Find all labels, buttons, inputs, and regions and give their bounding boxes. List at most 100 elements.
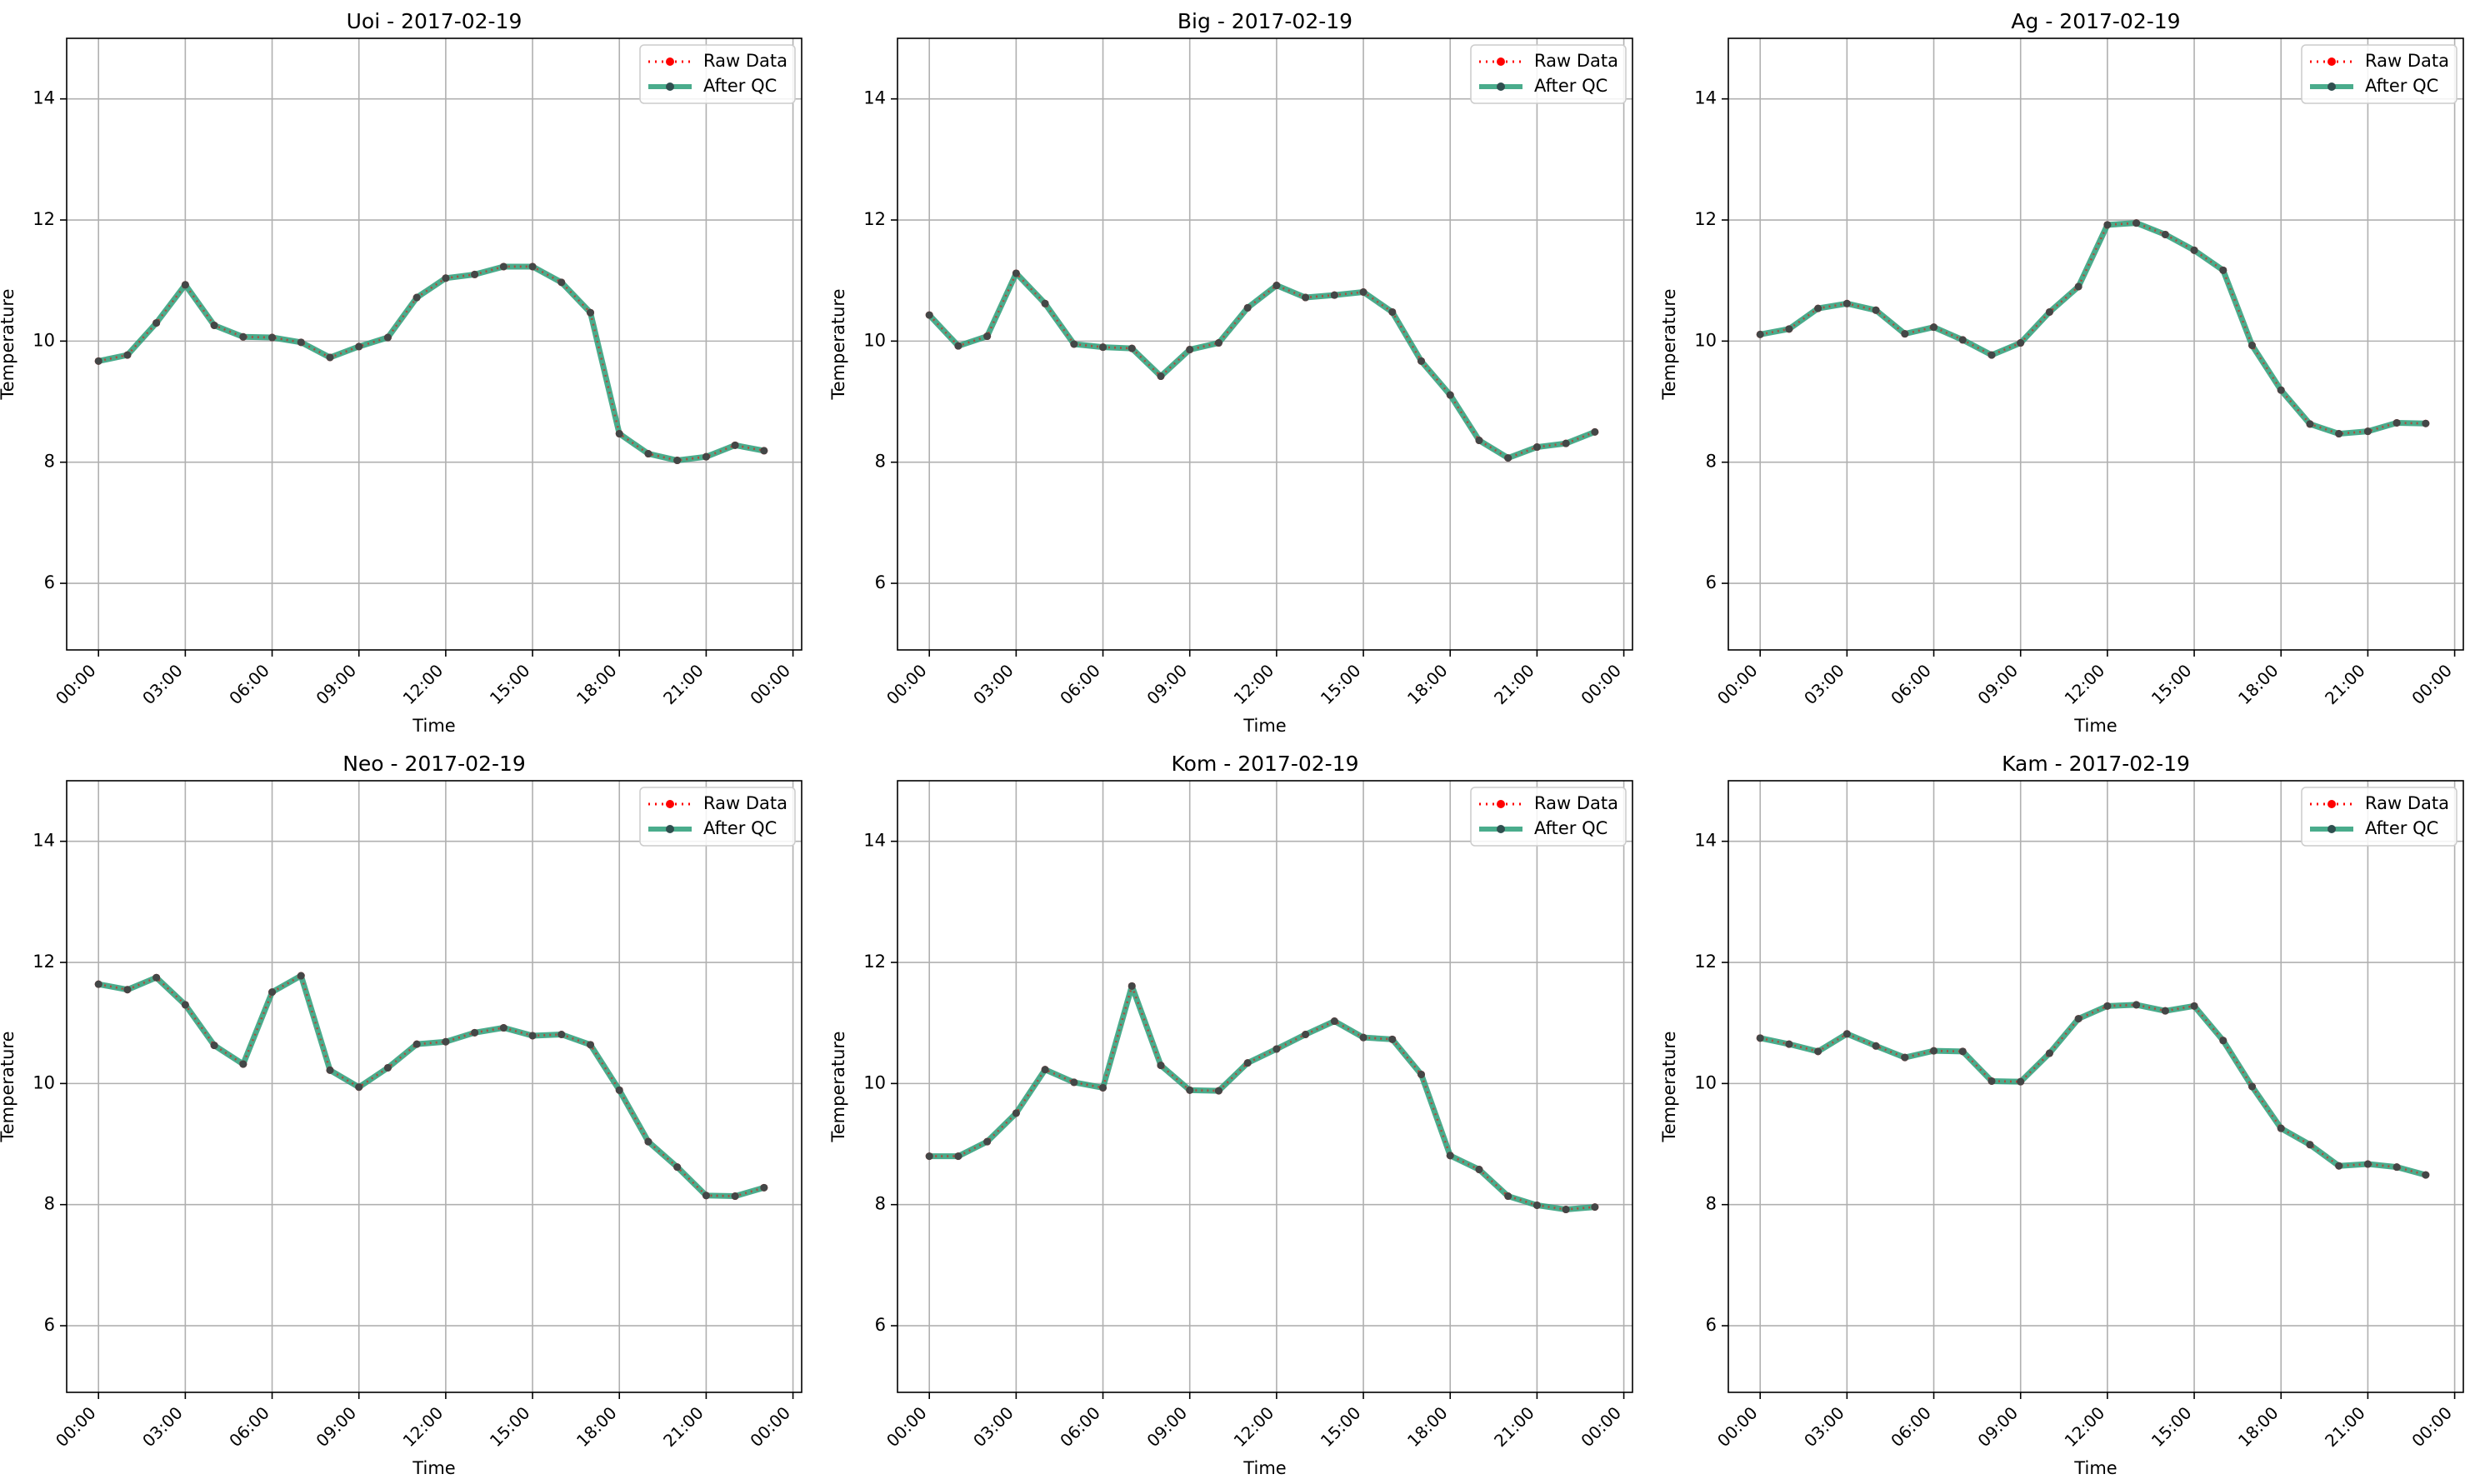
- y-tick-label: 10: [1694, 330, 1717, 350]
- subplot-4: 00:00 03:00 06:00 09:00 12:00 15:00 18:00 21:00…: [0, 752, 802, 1478]
- after-qc-point: [2306, 420, 2314, 428]
- after-qc-point: [2363, 427, 2372, 436]
- after-qc-point: [1388, 307, 1397, 316]
- after-qc-point: [326, 353, 334, 362]
- raw-data-line: [98, 265, 765, 462]
- legend-raw-label: Raw Data: [1534, 793, 1618, 813]
- after-qc-point: [1988, 351, 1996, 359]
- after-qc-point: [1475, 1166, 1483, 1174]
- after-qc-line: [926, 982, 1598, 1213]
- after-qc-point: [2074, 282, 2082, 291]
- after-qc-point: [1070, 340, 1078, 348]
- x-tick-label: 00:00: [746, 660, 794, 708]
- x-tick-label: 00:00: [1713, 1402, 1762, 1451]
- y-tick-label: 10: [1694, 1072, 1717, 1092]
- after-qc-point: [1446, 391, 1454, 399]
- y-tick-label: 6: [44, 572, 55, 592]
- after-qc-point: [1930, 1047, 1938, 1055]
- subplot-6: 00:00 03:00 06:00 09:00 12:00 15:00 18:00 21:00…: [1659, 752, 2464, 1478]
- y-tick-label: 8: [1706, 1194, 1717, 1214]
- y-axis-label: Temperature: [1659, 288, 1679, 400]
- x-tick-label: 15:00: [486, 660, 534, 708]
- legend: Raw Data After QC: [1470, 44, 1627, 104]
- y-tick-label: 8: [44, 1194, 55, 1214]
- after-qc-point: [1532, 443, 1541, 452]
- after-qc-point: [2103, 1002, 2112, 1010]
- after-qc-point: [1272, 1045, 1281, 1053]
- after-qc-point: [239, 332, 248, 341]
- after-qc-point: [2045, 1049, 2053, 1057]
- after-qc-point: [1842, 299, 1851, 307]
- after-qc-point: [1901, 330, 1909, 338]
- after-qc-point: [1214, 1087, 1222, 1095]
- after-qc-point: [2190, 246, 2198, 254]
- x-tick-label: 18:00: [2234, 660, 2282, 708]
- after-qc-point: [2017, 339, 2025, 347]
- after-qc-point: [1901, 1053, 1909, 1062]
- after-qc-point: [2161, 230, 2169, 238]
- after-qc-point: [1872, 306, 1880, 314]
- legend-qc-marker: [2328, 825, 2336, 833]
- after-qc-point: [1418, 357, 1426, 365]
- after-qc-point: [2017, 1077, 2025, 1086]
- raw-data-line: [1759, 1003, 2427, 1177]
- x-tick-label: 00:00: [746, 1402, 794, 1451]
- after-qc-point: [1562, 1206, 1570, 1214]
- x-tick-label: 18:00: [2234, 1402, 2282, 1451]
- after-qc-point: [268, 988, 277, 997]
- after-qc-point: [1330, 1017, 1338, 1026]
- legend-raw-marker: [2328, 57, 2336, 66]
- raw-data-line: [1759, 222, 2426, 435]
- y-tick-label: 12: [32, 209, 55, 229]
- legend: Raw Data After QC: [639, 787, 796, 847]
- y-tick-label: 14: [1694, 88, 1717, 108]
- after-qc-point: [412, 293, 421, 302]
- y-tick-label: 12: [863, 209, 886, 229]
- x-tick-label: 09:00: [1142, 1402, 1191, 1451]
- y-tick-label: 12: [1694, 952, 1717, 972]
- after-qc-point: [1359, 288, 1368, 297]
- subplot-title: Uoi - 2017-02-19: [347, 9, 522, 33]
- after-qc-point: [1872, 1042, 1880, 1050]
- after-qc-point: [2392, 418, 2401, 427]
- y-tick-label: 6: [875, 572, 886, 592]
- after-qc-point: [925, 1152, 933, 1161]
- subplot-5: 00:00 03:00 06:00 09:00 12:00 15:00 18:00 21:00…: [828, 752, 1633, 1478]
- after-qc-point: [1756, 1034, 1764, 1042]
- x-tick-label: 12:00: [1230, 660, 1278, 708]
- x-tick-label: 06:00: [1887, 1402, 1935, 1451]
- x-tick-label: 18:00: [572, 1402, 621, 1451]
- after-qc-point: [442, 274, 450, 282]
- after-qc-point: [471, 1028, 479, 1037]
- after-qc-point: [412, 1040, 421, 1048]
- after-qc-point: [268, 333, 277, 342]
- x-tick-label: 15:00: [1317, 660, 1365, 708]
- after-qc-point: [1070, 1078, 1078, 1087]
- legend-qc-label: After QC: [2365, 818, 2438, 838]
- after-qc-point: [2277, 1124, 2285, 1132]
- x-tick-label: 06:00: [1056, 1402, 1104, 1451]
- subplot-3: 00:00 03:00 06:00 09:00 12:00 15:00 18:00 21:00…: [1659, 9, 2464, 736]
- x-tick-label: 21:00: [659, 1402, 708, 1451]
- x-tick-label: 06:00: [1056, 660, 1104, 708]
- after-qc-point: [1302, 293, 1310, 302]
- after-qc-point: [644, 450, 652, 458]
- subplot-title: Big - 2017-02-19: [1178, 9, 1352, 33]
- x-axis-label: Time: [2073, 1458, 2117, 1478]
- y-tick-label: 14: [863, 831, 886, 851]
- after-qc-point: [702, 1192, 710, 1200]
- x-tick-label: 00:00: [1713, 660, 1762, 708]
- after-qc-point: [2103, 221, 2112, 229]
- after-qc-point: [1504, 454, 1512, 462]
- after-qc-point: [1041, 1066, 1049, 1074]
- x-tick-label: 15:00: [2148, 660, 2196, 708]
- plot-frame: [66, 780, 802, 1393]
- after-qc-point: [2422, 419, 2430, 427]
- x-tick-label: 18:00: [572, 660, 621, 708]
- after-qc-point: [1243, 303, 1252, 312]
- x-tick-label: 21:00: [1490, 660, 1538, 708]
- after-qc-point: [2190, 1002, 2198, 1010]
- after-qc-point: [1591, 1203, 1599, 1212]
- after-qc-point: [1186, 346, 1194, 354]
- x-tick-label: 12:00: [1230, 1402, 1278, 1451]
